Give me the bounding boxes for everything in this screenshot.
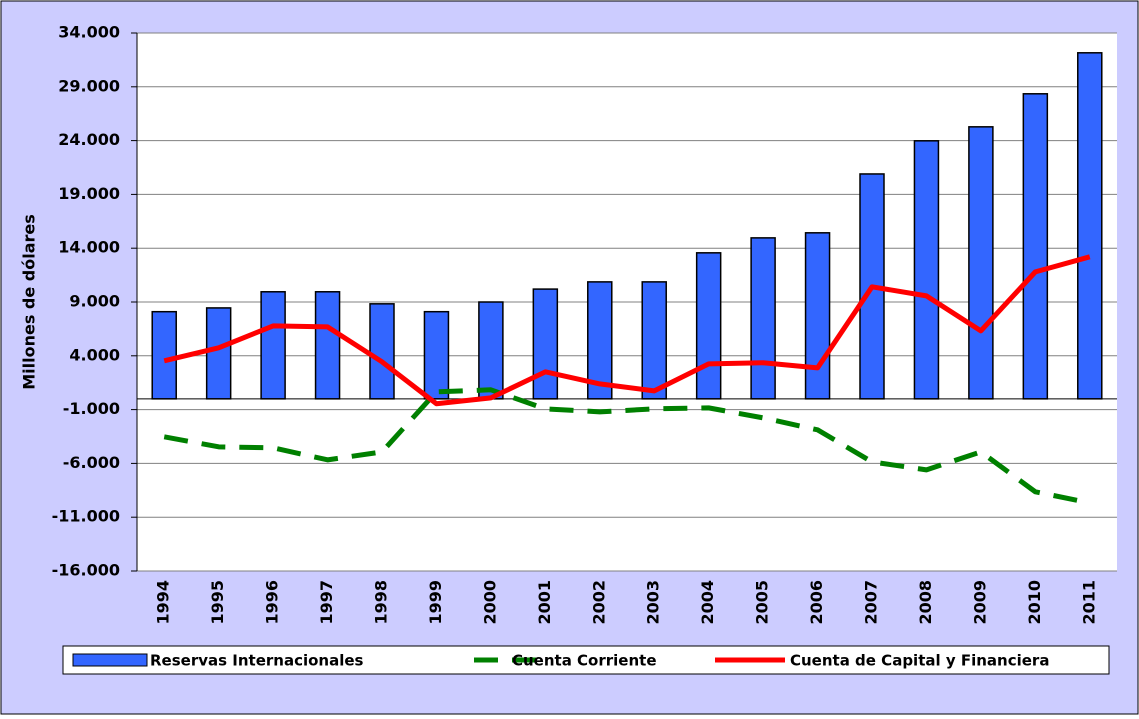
x-tick-label: 2009 — [970, 580, 989, 625]
x-tick-label: 1994 — [154, 580, 173, 625]
x-tick-label: 2005 — [753, 580, 772, 625]
bar — [1022, 93, 1049, 400]
x-tick-label: 1997 — [317, 580, 336, 625]
bar — [968, 126, 994, 400]
legend-label: Cuenta de Capital y Financiera — [790, 652, 1049, 670]
x-tick-label: 2008 — [916, 580, 935, 625]
x-tick-label: 2007 — [862, 580, 881, 625]
x-tick-label: 2003 — [644, 580, 663, 625]
x-tick-label: 1999 — [426, 580, 445, 625]
x-tick-label: 2010 — [1025, 580, 1044, 625]
bar — [1077, 52, 1103, 400]
y-tick-label: 19.000 — [58, 184, 120, 203]
bar — [641, 281, 667, 400]
bar — [913, 140, 940, 400]
x-tick-label: 1996 — [263, 580, 282, 625]
y-tick-label: -1.000 — [63, 399, 120, 418]
bar — [587, 281, 613, 400]
bar — [151, 310, 177, 400]
y-tick-label: 24.000 — [58, 130, 120, 149]
legend-box — [62, 645, 1110, 675]
y-tick-label: 14.000 — [58, 238, 120, 257]
y-tick-label: 34.000 — [58, 23, 120, 42]
x-tick-label: 1998 — [372, 580, 391, 625]
legend-label: Reservas Internacionales — [150, 652, 364, 670]
line — [163, 254, 1091, 407]
x-tick-label: 2002 — [589, 580, 608, 625]
bar — [532, 288, 559, 400]
bar — [314, 291, 341, 400]
legend-label: Cuenta Corriente — [512, 652, 657, 670]
bar — [750, 237, 776, 400]
x-tick-label: 2001 — [535, 580, 554, 625]
x-tick-label: 2011 — [1079, 580, 1098, 625]
bar — [478, 301, 504, 400]
bar — [695, 252, 722, 400]
y-tick-label: -16.000 — [52, 561, 120, 580]
bar — [804, 232, 831, 400]
bar — [260, 291, 286, 400]
bar — [369, 303, 395, 400]
bar — [205, 307, 232, 400]
y-tick-label: -11.000 — [52, 507, 120, 526]
x-tick-label: 2006 — [807, 580, 826, 625]
y-tick-label: 4.000 — [69, 345, 120, 364]
y-tick-label: 29.000 — [58, 76, 120, 95]
bar — [423, 310, 450, 400]
legend-swatch — [72, 653, 148, 667]
x-tick-label: 1995 — [208, 580, 227, 625]
x-tick-label: 2004 — [698, 580, 717, 625]
line — [163, 387, 1091, 506]
y-tick-label: 9.000 — [69, 292, 120, 311]
y-axis-label: Millones de dólares — [20, 214, 39, 390]
x-tick-label: 2000 — [480, 580, 499, 625]
y-tick-label: -6.000 — [63, 453, 120, 472]
